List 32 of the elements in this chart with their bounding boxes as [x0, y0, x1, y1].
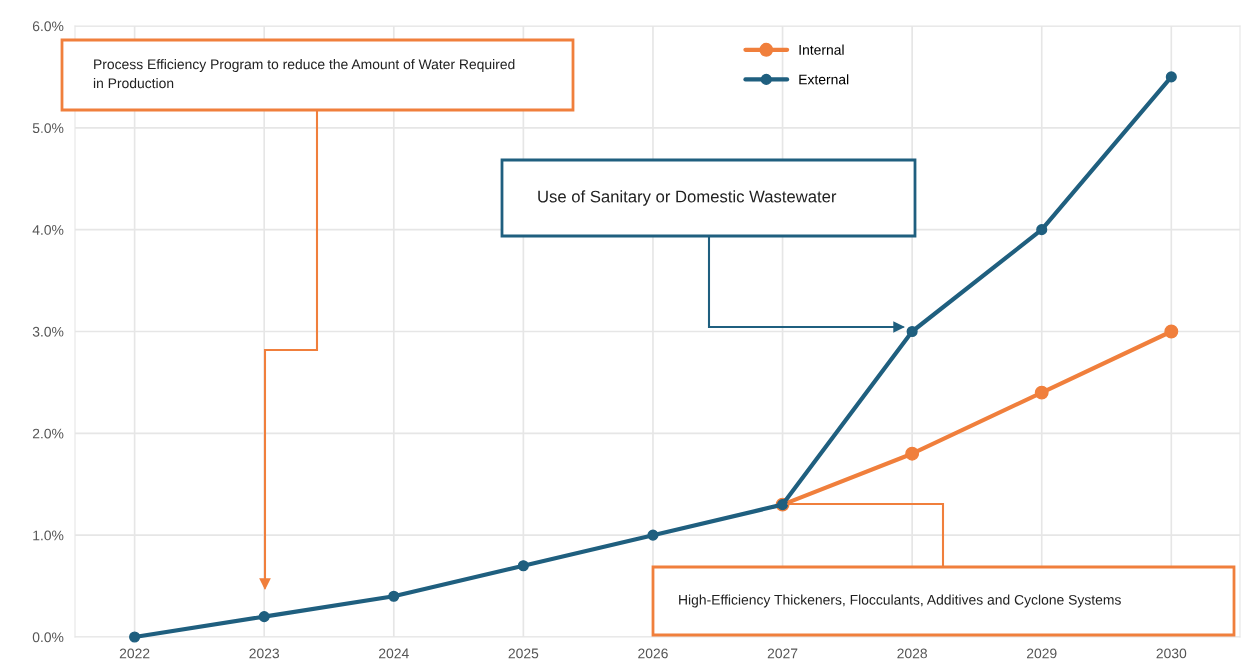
point	[1165, 71, 1177, 83]
point	[517, 560, 529, 572]
annotation: Process Efficiency Program to reduce the Amount of Water Required in Production	[93, 59, 515, 89]
annotation: High-Efficiency Thickeners, Flocculants, Additives and Cyclone Systems	[679, 594, 1121, 608]
x-tick-label: 2030	[1156, 648, 1187, 659]
legend-label: External	[799, 74, 849, 85]
y-tick-label: 2.0%	[32, 428, 64, 439]
point	[129, 631, 141, 643]
point	[906, 325, 918, 338]
x-tick-label: 2022	[119, 648, 150, 659]
y-tick-label: 6.0%	[32, 21, 64, 32]
y-tick-label: 5.0%	[32, 123, 64, 133]
x-tick-label: 2023	[249, 648, 280, 659]
x-tick-label: 2029	[1026, 648, 1057, 659]
x-tick-label: 2027	[767, 648, 798, 659]
x-tick-label: 2024	[379, 648, 409, 659]
y-tick-label: 3.0%	[32, 326, 64, 337]
y-tick-label: 1.0%	[33, 530, 64, 541]
legend-label: Internal	[799, 44, 844, 55]
x-tick-label: 2026	[638, 648, 668, 659]
point	[1034, 385, 1049, 400]
point	[1036, 224, 1048, 236]
point	[905, 446, 920, 461]
y-tick-label: 4.0%	[32, 225, 64, 235]
y-tick-label: 0.0%	[32, 632, 64, 643]
x-tick-label: 2028	[897, 648, 927, 659]
point	[1164, 324, 1179, 339]
point	[647, 529, 659, 541]
point	[388, 590, 400, 602]
point	[258, 611, 270, 623]
x-tick-label: 2025	[508, 648, 539, 659]
annotation: Use of Sanitary or Domestic Wastewater	[538, 190, 837, 206]
